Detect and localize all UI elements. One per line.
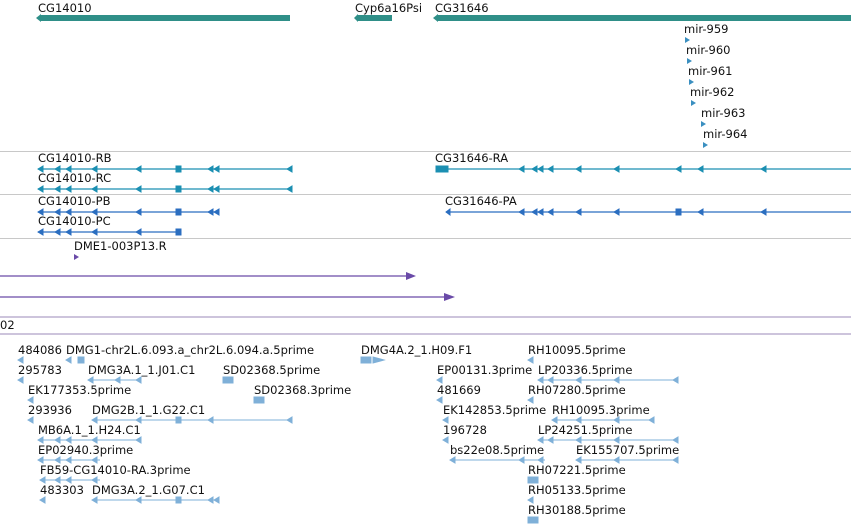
gene-arrow-cyp6a16psi — [354, 14, 358, 22]
est-label[interactable]: RH30188.5prime — [528, 503, 626, 517]
est-label[interactable]: SD02368.5prime — [223, 363, 321, 377]
gene-bar-cg14010[interactable] — [40, 15, 290, 21]
clone-line-1[interactable] — [0, 272, 416, 280]
transcript-cg14010-pc[interactable] — [37, 228, 182, 236]
clone-label[interactable]: DME1-003P13.R — [74, 239, 167, 253]
est-label[interactable]: LP20336.5prime — [538, 363, 633, 377]
est-label[interactable]: 295783 — [18, 363, 62, 377]
transcript-cg31646-ra[interactable] — [435, 165, 851, 173]
mirna-label[interactable]: mir-963 — [701, 106, 746, 120]
est-label[interactable]: 483303 — [40, 483, 84, 497]
mirna-label[interactable]: mir-959 — [684, 22, 729, 36]
transcript-label[interactable]: CG31646-RA — [435, 151, 509, 165]
scaffold-label: 02 — [0, 318, 15, 332]
est-label[interactable]: LP24251.5prime — [538, 423, 633, 437]
est-label[interactable]: 293936 — [28, 403, 72, 417]
mirna-marker-960[interactable] — [687, 58, 692, 64]
transcript-cg14010-rc[interactable] — [37, 185, 293, 193]
gene-bar-cyp6a16psi[interactable] — [357, 15, 392, 21]
gene-arrow-cg31646 — [433, 14, 438, 22]
gene-label-cg31646[interactable]: CG31646 — [435, 1, 489, 15]
track-separator-genes — [0, 151, 851, 152]
est-label[interactable]: RH10095.5prime — [528, 343, 626, 357]
mirna-marker-963[interactable] — [701, 121, 706, 127]
est-label[interactable]: RH07221.5prime — [528, 463, 626, 477]
transcript-cg31646-pa[interactable] — [445, 208, 851, 216]
mirna-label[interactable]: mir-961 — [688, 64, 733, 78]
track-separator-transcripts — [0, 194, 851, 195]
est-label[interactable]: RH10095.3prime — [552, 403, 650, 417]
transcript-label[interactable]: CG14010-PB — [38, 194, 111, 208]
mirna-label[interactable]: mir-964 — [703, 127, 748, 141]
est-label[interactable]: bs22e08.5prime — [450, 443, 545, 457]
gene-label-cyp6a16psi[interactable]: Cyp6a16Psi — [355, 1, 423, 15]
est-label[interactable]: DMG4A.2_1.H09.F1 — [361, 343, 473, 357]
transcript-label[interactable]: CG14010-PC — [38, 214, 111, 228]
mirna-marker-964[interactable] — [703, 142, 708, 148]
est-label[interactable]: EP00131.3prime — [437, 363, 533, 377]
transcript-label[interactable]: CG14010-RB — [38, 151, 112, 165]
est-label[interactable]: 481669 — [437, 383, 481, 397]
mirna-marker-961[interactable] — [689, 79, 694, 85]
est-label[interactable]: EP02940.3prime — [38, 443, 134, 457]
est-label[interactable]: EK177353.5prime — [28, 383, 132, 397]
est-label[interactable]: DMG3A.1_1.J01.C1 — [88, 363, 196, 377]
est-label[interactable]: DMG3A.2_1.G07.C1 — [92, 483, 205, 497]
transcript-cg14010-pb[interactable] — [37, 208, 220, 216]
est-label[interactable]: DMG1-chr2L.6.093.a_chr2L.6.094.a.5prime — [66, 343, 315, 357]
est-label[interactable]: SD02368.3prime — [254, 383, 352, 397]
mirna-label[interactable]: mir-962 — [690, 85, 735, 99]
gene-label-cg14010[interactable]: CG14010 — [38, 1, 92, 15]
est-label[interactable]: 484086 — [18, 343, 62, 357]
track-separator-proteins — [0, 238, 851, 239]
est-label[interactable]: FB59-CG14010-RA.3prime — [40, 463, 191, 477]
mirna-marker-959[interactable] — [685, 37, 690, 43]
transcript-label[interactable]: CG14010-RC — [38, 171, 112, 185]
transcript-cg14010-rb[interactable] — [37, 165, 293, 173]
est-label[interactable]: EK155707.5prime — [576, 443, 680, 457]
est-label[interactable]: RH05133.5prime — [528, 483, 626, 497]
mirna-label[interactable]: mir-960 — [686, 43, 731, 57]
est-label[interactable]: MB6A.1_1.H24.C1 — [38, 423, 141, 437]
gene-arrow-cg14010 — [36, 14, 41, 22]
est-label[interactable]: DMG2B.1_1.G22.C1 — [92, 403, 206, 417]
est-label[interactable]: 196728 — [443, 423, 487, 437]
mirna-marker-962[interactable] — [691, 100, 696, 106]
transcript-label[interactable]: CG31646-PA — [445, 194, 517, 208]
clone-marker[interactable] — [74, 254, 79, 260]
est-label[interactable]: EK142853.5prime — [443, 403, 547, 417]
clone-line-2[interactable] — [0, 293, 455, 301]
est-features[interactable] — [17, 356, 679, 524]
est-label[interactable]: RH07280.5prime — [528, 383, 626, 397]
gene-bar-cg31646[interactable] — [437, 15, 851, 21]
